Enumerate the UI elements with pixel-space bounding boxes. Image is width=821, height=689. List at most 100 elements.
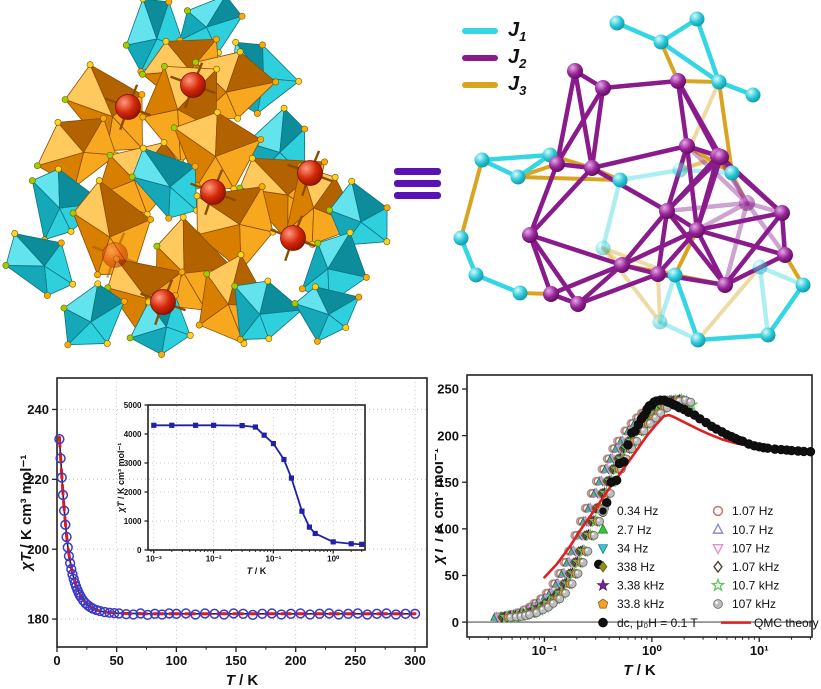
purple-node (570, 296, 586, 312)
svg-text:180: 180 (27, 612, 49, 627)
cyan-octahedron (2, 230, 77, 299)
purple-node (595, 80, 611, 96)
svg-text:107 kHz: 107 kHz (732, 597, 776, 611)
coupling-bond (694, 16, 722, 85)
purple-node (522, 227, 538, 243)
svg-text:4000: 4000 (124, 430, 142, 439)
coupling-bond (589, 85, 606, 171)
cyan-node (468, 267, 484, 283)
svg-text:107 Hz: 107 Hz (732, 541, 770, 555)
purple-node (659, 203, 675, 219)
coupling-bond (694, 210, 785, 233)
svg-text:10.7 kHz: 10.7 kHz (732, 579, 779, 593)
svg-text:3.38 kHz: 3.38 kHz (617, 579, 664, 593)
oxygen-atom (253, 110, 261, 117)
oxygen-atom (264, 277, 272, 285)
polyhedral-structure-panel (2, 0, 391, 358)
oxygen-atom (69, 209, 77, 217)
oxygen-atom (160, 139, 168, 146)
oxygen-atom (103, 340, 111, 347)
coupling-bond (473, 272, 523, 296)
coupling-bond (656, 272, 662, 324)
oxygen-atom (94, 280, 102, 288)
oxygen-atom (28, 177, 36, 185)
coupling-network-panel (453, 11, 811, 348)
cyan-node (745, 87, 761, 103)
oxygen-atom (55, 165, 62, 173)
oxygen-atom (248, 154, 256, 162)
purple-node (774, 205, 790, 221)
oxygen-atom (94, 271, 101, 279)
coupling-bond (527, 165, 595, 238)
svg-text:10¹: 10¹ (750, 643, 769, 658)
coupling-bond (717, 80, 734, 175)
coupling-bond (658, 39, 722, 85)
oxygen-atom (162, 37, 170, 45)
oxygen-atom (43, 292, 51, 299)
oxygen-atom (147, 216, 154, 223)
oxygen-atom (280, 104, 288, 112)
oxygen-atom (184, 7, 191, 15)
coupling-bond (765, 282, 806, 338)
oxygen-atom (57, 239, 65, 247)
oxygen-atom (232, 38, 240, 46)
cyan-node (711, 74, 727, 90)
oxygen-atom (86, 61, 94, 69)
network-nodes (453, 11, 811, 348)
svg-text:QMC theory: QMC theory (754, 616, 819, 630)
oxygen-atom (139, 70, 146, 78)
oxygen-atom (195, 321, 203, 329)
oxygen-atom (257, 136, 265, 143)
purple-node (689, 222, 705, 238)
purple-node (670, 73, 686, 89)
purple-node (549, 156, 565, 172)
coupling-bond (459, 158, 484, 240)
coupling-bond (548, 262, 625, 297)
svg-text:250: 250 (345, 653, 367, 668)
cyan-node (672, 162, 688, 178)
oxygen-atom (165, 0, 173, 6)
plot-legend: 0.34 Hz 1.07 Hz 2.7 Hz 10.7 Hz 34 Hz 107 Hz 33… (596, 504, 819, 630)
oxygen-atom (11, 230, 19, 237)
coupling-bond (757, 264, 806, 288)
cyan-node (474, 152, 490, 168)
oxygen-atom (259, 41, 266, 49)
oxygen-atom (313, 337, 321, 345)
oxygen-atom (170, 124, 178, 132)
cyan-node (760, 327, 776, 343)
cyan-node (795, 277, 811, 293)
oxygen-atom (301, 125, 309, 133)
coupling-legend: J1 J2 J3 (462, 20, 527, 98)
oxygen-atom (191, 162, 199, 170)
oxygen-atom (165, 214, 173, 222)
coupling-bond (617, 167, 683, 183)
cyan-octahedron (291, 283, 363, 345)
coupling-bond (722, 210, 785, 288)
oxygen-atom (203, 270, 211, 278)
oxygen-atom (139, 113, 147, 121)
svg-text:1.07 Hz: 1.07 Hz (732, 504, 773, 518)
purple-node (614, 257, 630, 273)
oxygen-atom (64, 341, 72, 349)
cyan-node (724, 165, 740, 181)
coupling-bond (694, 227, 788, 258)
oxygen-atom (69, 280, 77, 288)
svg-text:dc, μ₀H = 0.1 T: dc, μ₀H = 0.1 T (617, 616, 698, 630)
oxygen-atom (153, 242, 161, 250)
svg-text:1000: 1000 (124, 517, 142, 526)
oxygen-atom (186, 331, 194, 339)
oxygen-atom (238, 12, 246, 20)
axes: 0 50 100 150 200 250 300 180 200 220 240 (27, 377, 428, 668)
svg-text:10⁰: 10⁰ (327, 555, 340, 564)
series-experimental (54, 433, 421, 621)
coupling-bond (672, 272, 701, 343)
svg-text:3000: 3000 (124, 459, 142, 468)
cyan-node (512, 285, 528, 301)
j3-label: J3 (508, 72, 527, 98)
cyan-node (609, 15, 625, 31)
orange-polyhedron (170, 108, 265, 193)
coupling-bond (694, 200, 750, 233)
purple-node (567, 63, 583, 79)
coupling-bond (757, 264, 771, 338)
